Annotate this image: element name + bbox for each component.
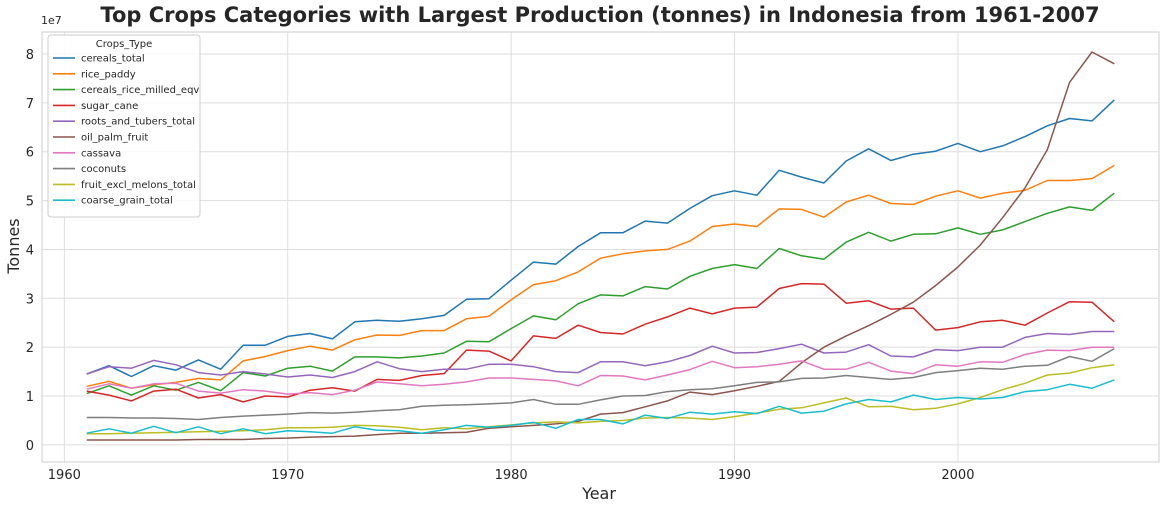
- legend-box: [47, 34, 201, 218]
- x-tick-label: 1980: [495, 468, 528, 483]
- legend: Crops_Type cereals_total rice_paddycereals…: [47, 34, 201, 218]
- legend-label-cassava: cassava: [81, 148, 121, 159]
- x-axis-label: Year: [581, 484, 616, 503]
- plot-area: 1960 1970 1980 1990 2000 0 1 2 3 4 5 6 7 8: [26, 31, 1160, 483]
- y-tick-label: 8: [26, 48, 34, 63]
- series-line-sugar_cane: [86, 282, 1115, 403]
- y-axis-label: Tonnes: [4, 218, 23, 274]
- legend-label-oil_palm_fruit: oil_palm_fruit: [81, 133, 148, 144]
- y-tick-label: 3: [26, 292, 34, 307]
- series-line-roots_and_tubers_total: [86, 330, 1115, 379]
- legend-label-cereals_total: cereals_total: [81, 54, 145, 65]
- series-line-oil_palm_fruit: [86, 51, 1115, 441]
- legend-label-rice_paddy: rice_paddy: [81, 69, 136, 80]
- legend-label-cereals_rice_milled_eqv: cereals_rice_milled_eqv: [81, 85, 199, 96]
- x-tick-label: 1970: [271, 468, 304, 483]
- series-line-cassava: [86, 346, 1115, 396]
- legend-label-coarse_grain_total: coarse_grain_total: [81, 196, 173, 207]
- y-tick-label: 6: [26, 146, 34, 161]
- legend-label-coconuts: coconuts: [81, 164, 126, 175]
- series-line-rice_paddy: [86, 164, 1115, 389]
- plot-frame: [41, 31, 1160, 463]
- y-tick-label: 7: [26, 97, 34, 112]
- series-line-cereals_total: [86, 99, 1115, 378]
- y-tick-label: 0: [26, 439, 34, 454]
- x-tick-label: 1960: [48, 468, 81, 483]
- x-tick-label: 2000: [941, 468, 974, 483]
- y-tick-label: 1: [26, 390, 34, 405]
- y-tick-label: 2: [26, 341, 34, 356]
- legend-label-sugar_cane: sugar_cane: [81, 101, 138, 112]
- series-line-coconuts: [86, 347, 1115, 421]
- series-line-coarse_grain_total: [86, 379, 1115, 435]
- chart-title: Top Crops Categories with Largest Produc…: [100, 3, 1099, 27]
- y-multiplier-label: 1e7: [41, 14, 62, 27]
- legend-label-roots_and_tubers_total: roots_and_tubers_total: [81, 117, 195, 128]
- series-line-fruit_excl_melons_total: [86, 364, 1115, 435]
- legend-label-fruit_excl_melons_total: fruit_excl_melons_total: [81, 180, 196, 191]
- legend-title: Crops_Type: [96, 39, 153, 50]
- x-tick-label: 1990: [718, 468, 751, 483]
- y-tick-label: 4: [26, 243, 34, 258]
- series-line-cereals_rice_milled_eqv: [86, 192, 1115, 396]
- y-tick-label: 5: [26, 195, 34, 210]
